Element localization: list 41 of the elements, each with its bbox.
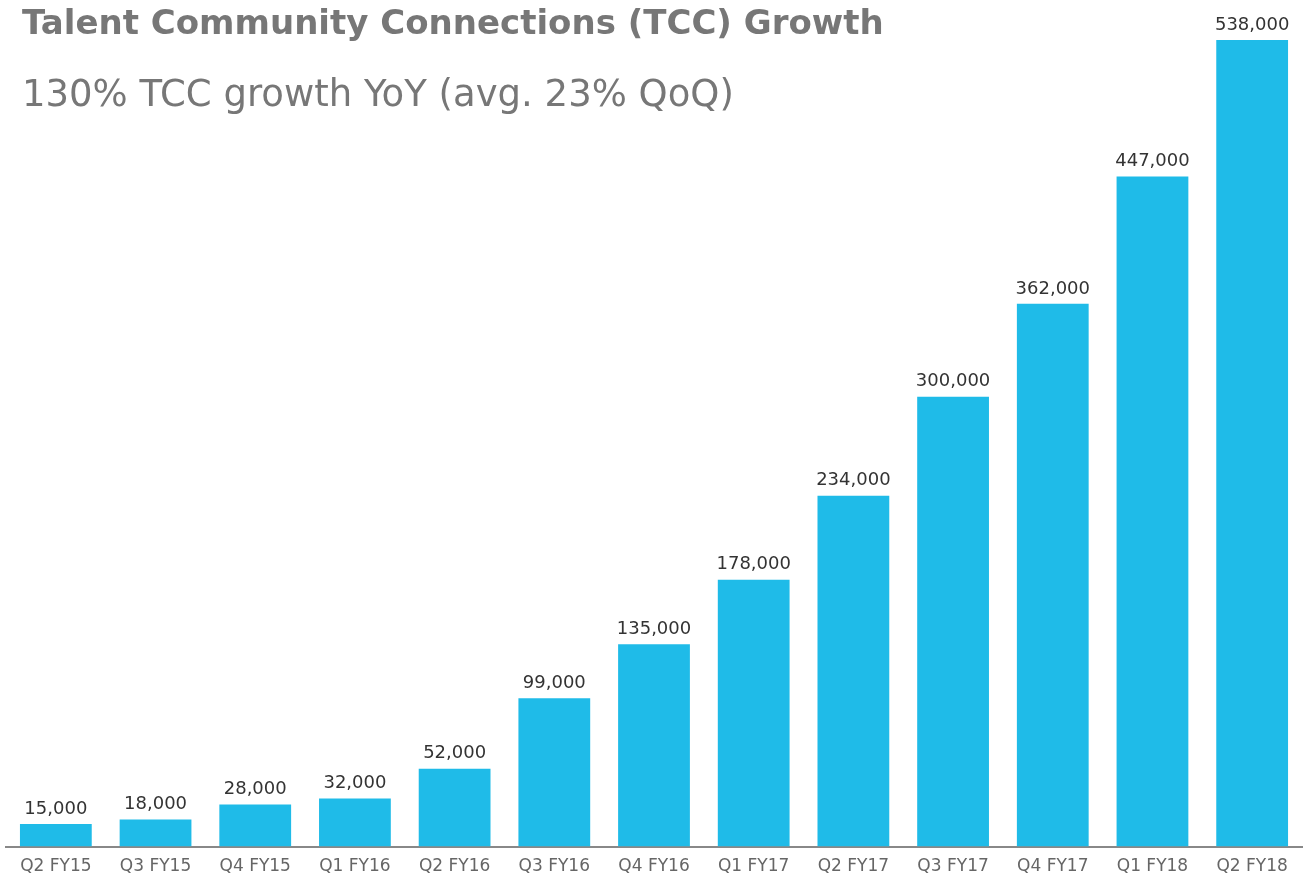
data-label: 52,000	[423, 741, 487, 763]
bar	[717, 579, 790, 847]
bar	[1116, 176, 1189, 847]
chart-title: Talent Community Connections (TCC) Growth	[22, 2, 884, 42]
x-tick-label: Q3 FY17	[917, 855, 989, 876]
text: 130% TCC growth YoY (avg. 23% QoQ)	[22, 72, 734, 115]
x-tick-label: Q1 FY16	[319, 855, 391, 876]
data-label: 178,000	[716, 552, 791, 574]
x-tick-label: Q2 FY16	[418, 855, 491, 876]
data-label: 28,000	[223, 777, 287, 799]
x-tick-label: Q1 FY17	[717, 855, 790, 876]
bar	[119, 819, 192, 847]
x-tick-label: Q4 FY16	[618, 855, 690, 876]
data-label: 447,000	[1115, 149, 1190, 171]
bar	[817, 495, 890, 847]
data-label: 18,000	[124, 792, 188, 814]
data-label: 15,000	[24, 796, 88, 818]
x-tick-label: Q2 FY18	[1216, 855, 1288, 876]
x-tick-label: Q1 FY18	[1116, 855, 1189, 876]
data-label: 362,000	[1015, 276, 1090, 298]
bar	[319, 798, 391, 847]
bar	[618, 644, 690, 847]
data-label: 234,000	[816, 468, 891, 490]
bar	[418, 768, 491, 847]
bar	[518, 698, 591, 847]
x-tick-label: Q4 FY17	[1017, 855, 1089, 876]
x-tick-label: Q3 FY16	[518, 855, 591, 876]
bar	[917, 396, 989, 847]
x-tick-label: Q2 FY17	[817, 855, 890, 876]
bar	[1016, 303, 1089, 847]
data-label: 32,000	[323, 771, 387, 793]
x-tick-label: Q3 FY15	[119, 855, 192, 876]
data-label: 538,000	[1214, 12, 1290, 34]
data-label: 99,000	[522, 670, 586, 692]
bar	[19, 824, 92, 847]
bar	[1216, 40, 1289, 847]
x-tick-label: Q2 FY15	[20, 855, 92, 876]
x-tick-label: Q4 FY15	[219, 855, 291, 876]
data-label: 135,000	[616, 616, 692, 638]
bar	[219, 804, 292, 847]
data-label: 300,000	[915, 369, 991, 391]
